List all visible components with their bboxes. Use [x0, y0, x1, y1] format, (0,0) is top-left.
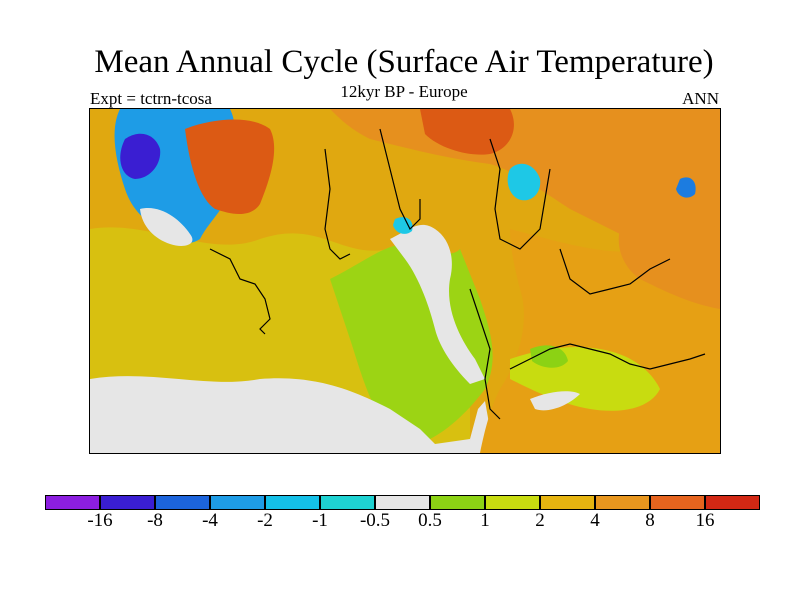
colorbar-label: 4	[590, 510, 600, 531]
colorbar-swatch	[485, 495, 540, 510]
colorbar-swatch	[430, 495, 485, 510]
bay-neutral-region	[390, 224, 485, 384]
colorbar-label: -4	[202, 510, 218, 531]
map-canvas	[90, 109, 720, 453]
east-warm-region	[618, 217, 720, 309]
colorbar-swatch	[155, 495, 210, 510]
colorbar-swatch	[210, 495, 265, 510]
scandinavia-cold-patch	[507, 163, 541, 201]
figure-subtitle: 12kyr BP - Europe	[340, 82, 468, 101]
colorbar-label: -2	[257, 510, 273, 531]
colorbar-label: 0.5	[418, 510, 442, 531]
colorbar-swatch	[540, 495, 595, 510]
colorbar-swatch	[705, 495, 760, 510]
colorbar-swatch	[595, 495, 650, 510]
colorbar-label: -16	[87, 510, 113, 531]
east-cold-patch	[676, 177, 696, 198]
colorbar-swatch	[375, 495, 430, 510]
colorbar-swatch	[320, 495, 375, 510]
colorbar-swatch	[100, 495, 155, 510]
colorbar-label: 16	[695, 510, 715, 531]
coastlines	[209, 128, 706, 420]
north-sea-hot-region	[420, 109, 514, 155]
atlantic-green-region	[330, 243, 493, 439]
colorbar-label: -8	[147, 510, 163, 531]
season-label: ANN	[682, 89, 719, 108]
central-europe-green-patch	[530, 345, 568, 368]
colorbar-label: -0.5	[359, 510, 391, 531]
colorbar-label: 2	[535, 510, 545, 531]
colorbar-swatch	[650, 495, 705, 510]
southwest-neutral-region	[90, 376, 475, 453]
colorbar-swatch	[265, 495, 320, 510]
colorbar-label: 1	[480, 510, 490, 531]
north-hot-region	[185, 119, 275, 214]
colorbar-swatch	[45, 495, 100, 510]
colorbar-label: -1	[312, 510, 328, 531]
northwest-neutral-patch	[140, 208, 193, 246]
temperature-map	[89, 108, 721, 454]
ice-sheet-cold-core	[120, 133, 161, 179]
bay-cold-patch	[393, 217, 413, 234]
colorbar-label: 8	[645, 510, 655, 531]
figure-title: Mean Annual Cycle (Surface Air Temperatu…	[94, 44, 714, 80]
experiment-label: Expt = tctrn-tcosa	[90, 89, 212, 108]
mediterranean-neutral-patch	[530, 391, 580, 411]
